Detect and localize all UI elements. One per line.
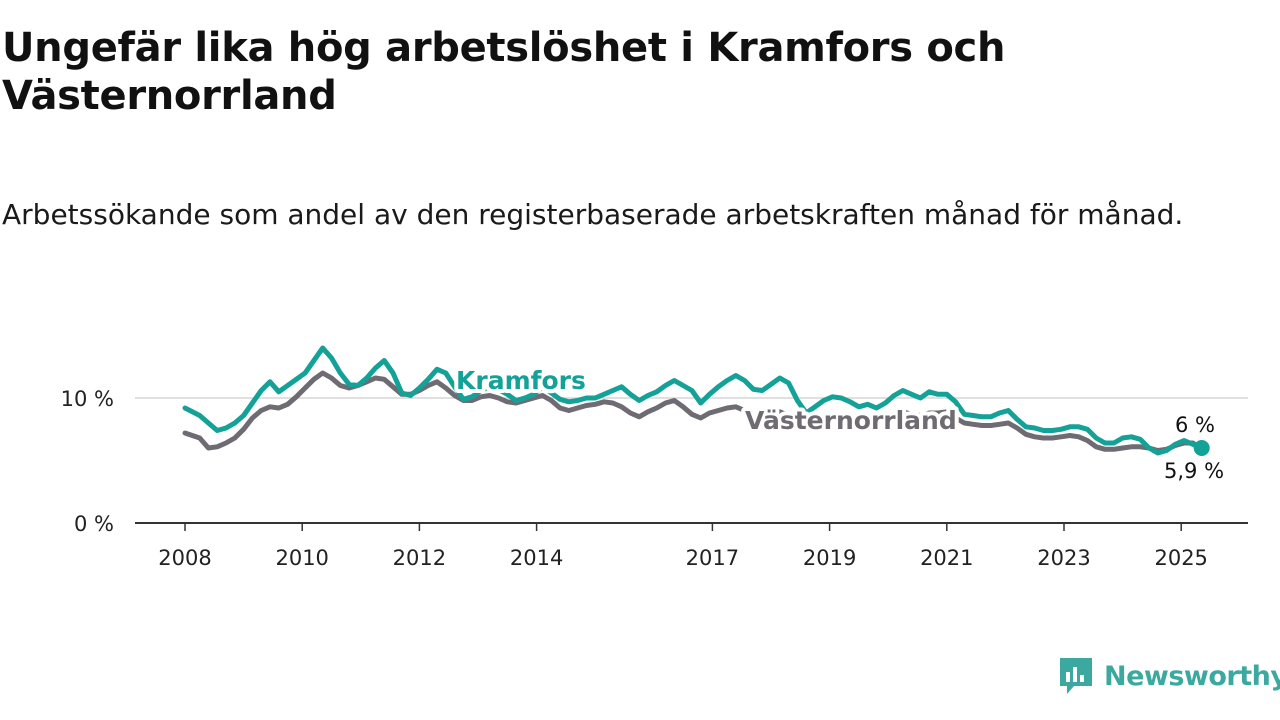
x-tick-label: 2025 [1154,546,1207,570]
y-tick-label: 0 % [74,512,114,536]
x-tick-label: 2012 [393,546,446,570]
chart-subtitle: Arbetssökande som andel av den registerb… [2,198,1184,231]
series-lines [182,345,1210,456]
end-label-vasternorrland: 5,9 % [1164,459,1224,483]
series-line-kramfors [182,345,1205,456]
x-tick-label: 2010 [275,546,328,570]
x-axis-ticks: 2008 2010 2012 2014 2017 2019 2021 2023 2025 [158,523,1208,570]
x-tick-label: 2014 [510,546,563,570]
series-labels: Kramfors Västernorrland 6 % 5,9 % [452,362,1224,483]
series-label-vasternorrland: Västernorrland [745,406,957,435]
end-point-kramfors [1193,440,1210,456]
end-label-kramfors: 6 % [1175,413,1215,437]
x-tick-label: 2017 [686,546,739,570]
series-label-kramfors: Kramfors [456,366,586,395]
brand-name: Newsworthy [1104,660,1280,692]
y-tick-label: 10 % [61,387,114,411]
chart-title: Ungefär lika hög arbetslöshet i Kramfors… [2,25,1006,119]
newsworthy-logo-icon [1060,658,1092,694]
x-tick-label: 2008 [158,546,211,570]
x-tick-label: 2019 [803,546,856,570]
x-tick-label: 2023 [1037,546,1090,570]
x-tick-label: 2021 [920,546,973,570]
newsworthy-logo: Newsworthy [1058,654,1280,698]
series-line-vasternorrland [182,370,1205,453]
y-axis-ticks: 0 % 10 % [61,387,114,536]
